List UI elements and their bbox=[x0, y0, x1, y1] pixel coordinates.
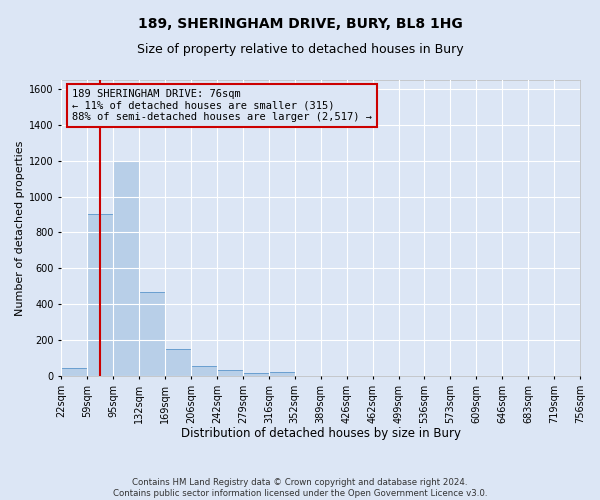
Bar bbox=[165, 349, 191, 376]
Text: Contains HM Land Registry data © Crown copyright and database right 2024.
Contai: Contains HM Land Registry data © Crown c… bbox=[113, 478, 487, 498]
Bar bbox=[217, 370, 243, 376]
X-axis label: Distribution of detached houses by size in Bury: Distribution of detached houses by size … bbox=[181, 427, 461, 440]
Text: 189, SHERINGHAM DRIVE, BURY, BL8 1HG: 189, SHERINGHAM DRIVE, BURY, BL8 1HG bbox=[137, 18, 463, 32]
Bar bbox=[191, 366, 217, 376]
Bar bbox=[113, 160, 139, 376]
Bar bbox=[139, 292, 165, 376]
Bar bbox=[243, 373, 269, 376]
Bar bbox=[269, 372, 295, 376]
Text: Size of property relative to detached houses in Bury: Size of property relative to detached ho… bbox=[137, 42, 463, 56]
Bar bbox=[61, 368, 88, 376]
Y-axis label: Number of detached properties: Number of detached properties bbox=[15, 140, 25, 316]
Text: 189 SHERINGHAM DRIVE: 76sqm
← 11% of detached houses are smaller (315)
88% of se: 189 SHERINGHAM DRIVE: 76sqm ← 11% of det… bbox=[72, 89, 372, 122]
Bar bbox=[88, 214, 113, 376]
